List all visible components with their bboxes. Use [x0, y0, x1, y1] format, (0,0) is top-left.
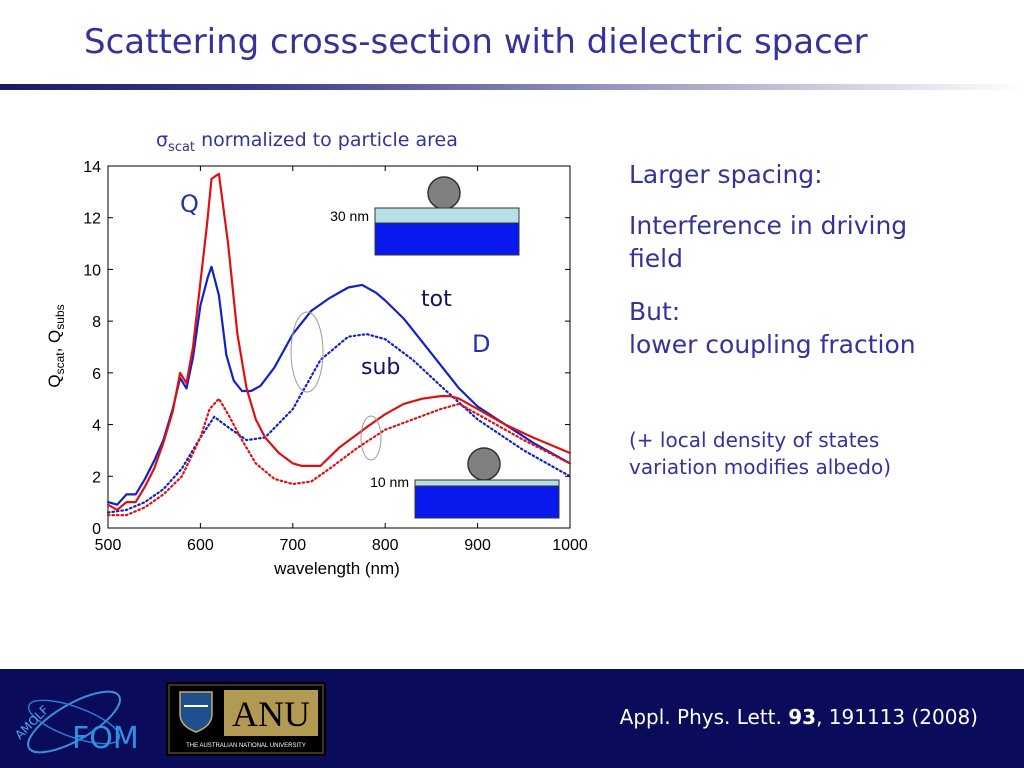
y-tick-label: 2 — [92, 469, 101, 486]
substrate-top — [374, 222, 520, 256]
y-tick-label: 4 — [92, 418, 101, 435]
x-tick-label: 1000 — [552, 537, 588, 554]
chart-series-layer — [106, 172, 572, 517]
citation-prefix: Appl. Phys. Lett. — [619, 705, 789, 729]
annotation-tot: tot — [421, 287, 452, 312]
inset-30nm: 30 nm — [330, 176, 520, 256]
right-text-line3a: But: — [629, 297, 681, 326]
chart-title-sub: scat — [168, 140, 195, 155]
amolf-fom-logo: FOM AMOLF — [14, 690, 139, 756]
anu-logo: ANU THE AUSTRALIAN NATIONAL UNIVERSITY — [166, 682, 326, 756]
orbit-icon-1 — [27, 690, 121, 754]
chart-title: σscat normalized to particle area — [156, 129, 458, 155]
y-tick-label: 6 — [92, 366, 101, 383]
inset-10nm: 10 nm — [370, 447, 560, 519]
ellipse-marker-upper — [290, 311, 324, 393]
citation: Appl. Phys. Lett. 93, 191113 (2008) — [620, 705, 978, 729]
right-text-line2: Interference in driving field — [629, 211, 908, 273]
y-axis-label: Qscat, Qsubs — [45, 304, 67, 387]
x-tick-label: 900 — [464, 537, 491, 554]
annotation-d: D — [472, 330, 490, 358]
y-tick-label: 14 — [83, 159, 101, 176]
substrate-bottom — [414, 485, 560, 519]
y-tick-label: 8 — [92, 314, 101, 331]
y-label-q1: Q — [45, 374, 64, 387]
ellipse-marker-lower — [360, 415, 382, 461]
annotation-q: Q — [180, 190, 199, 218]
x-axis-label: wavelength (nm) — [273, 559, 400, 578]
x-tick-label: 500 — [95, 537, 122, 554]
anu-text: ANU — [232, 694, 310, 734]
chart-title-rest: normalized to particle area — [195, 129, 458, 151]
citation-suffix: , 191113 (2008) — [816, 705, 978, 729]
right-text-line3b: lower coupling fraction — [629, 330, 916, 359]
scattering-chart: 500 600 700 800 900 1000 0 2 4 6 8 10 12 14 σscat nor… — [30, 120, 610, 590]
y-tick-label: 0 — [92, 521, 101, 538]
particle-icon-top — [427, 176, 461, 210]
anu-logo-svg: ANU THE AUSTRALIAN NATIONAL UNIVERSITY — [168, 684, 324, 754]
annotation-sub: sub — [361, 355, 400, 380]
anu-subtext: THE AUSTRALIAN NATIONAL UNIVERSITY — [186, 743, 306, 749]
orbit-icon-2 — [27, 699, 121, 745]
plot-frame — [107, 165, 571, 529]
fom-text: FOM — [72, 721, 139, 756]
crest-shield-icon — [179, 691, 213, 733]
series-line-blue-dotted — [106, 333, 572, 514]
y-label-sub1: scat — [53, 352, 67, 375]
x-tick-label: 600 — [187, 537, 214, 554]
citation-volume: 93 — [788, 705, 817, 729]
chart-title-sigma: σ — [156, 129, 168, 151]
y-label-sep: , Q — [45, 330, 64, 353]
series-line-red-solid — [106, 172, 572, 511]
inset-bottom-label: 10 nm — [370, 474, 409, 490]
chart-tick-layer: 500 600 700 800 900 1000 0 2 4 6 8 10 12 14 — [83, 159, 588, 554]
spacer-layer-top — [374, 207, 520, 224]
y-tick-label: 12 — [83, 211, 101, 228]
anu-gold-block — [224, 690, 318, 736]
spacer-layer-bottom — [414, 479, 560, 487]
chart-frame-layer — [107, 165, 571, 529]
right-note: (+ local density of states variation mod… — [629, 428, 891, 479]
right-text-line1: Larger spacing: — [629, 160, 823, 189]
particle-icon-bottom — [467, 447, 501, 481]
y-label-sub2: subs — [53, 304, 67, 329]
y-tick-label: 10 — [83, 262, 101, 279]
amolf-text: AMOLF — [14, 703, 52, 742]
title-underline-bar — [0, 84, 1024, 90]
x-tick-label: 700 — [279, 537, 306, 554]
inset-top-label: 30 nm — [330, 208, 369, 224]
slide-title: Scattering cross-section with dielectric… — [84, 22, 868, 62]
x-tick-label: 800 — [372, 537, 399, 554]
series-line-red-dotted — [106, 397, 572, 517]
